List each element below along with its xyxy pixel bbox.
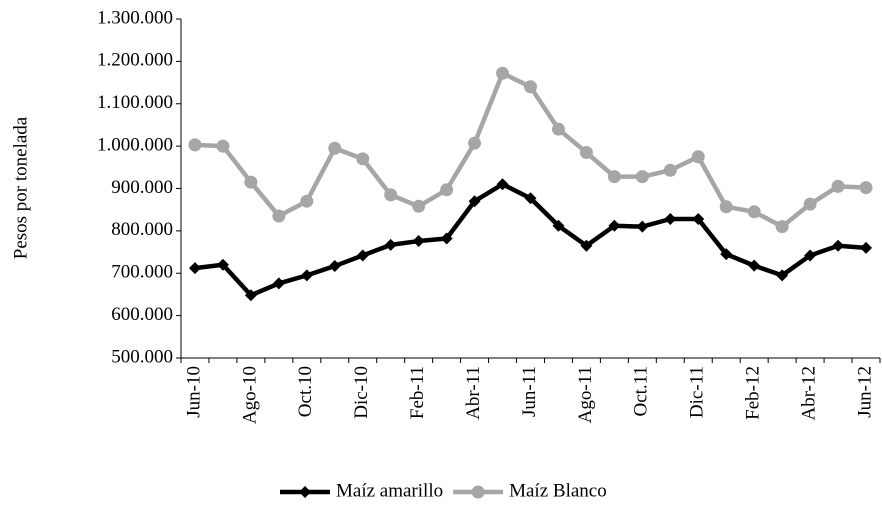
y-tick-label: 700.000: [111, 262, 173, 283]
x-tick-label: Feb-11: [407, 366, 428, 419]
data-point: [272, 209, 286, 223]
data-point: [608, 219, 621, 232]
data-point: [300, 194, 314, 208]
x-tick-label: Abr-11: [463, 366, 484, 420]
data-point: [188, 262, 201, 275]
data-point: [356, 152, 370, 166]
y-tick-label: 600.000: [111, 304, 173, 325]
data-point: [524, 192, 537, 205]
x-tick-label: Dic-10: [351, 366, 372, 419]
data-point: [664, 213, 677, 226]
data-point: [859, 181, 873, 195]
data-point: [663, 163, 677, 177]
data-point: [412, 199, 426, 213]
data-point: [496, 66, 510, 80]
data-point: [216, 139, 230, 153]
data-point: [524, 80, 537, 94]
legend-marker: [299, 486, 311, 498]
data-point: [748, 259, 761, 272]
data-point: [412, 235, 425, 248]
x-tick-label: Ago-11: [575, 366, 596, 423]
x-tick-label: Jun-10: [183, 366, 204, 418]
y-tick-label: 1.000.000: [97, 134, 173, 155]
data-point: [636, 220, 649, 233]
data-point: [747, 205, 761, 219]
data-point: [216, 258, 229, 271]
data-point: [860, 241, 873, 254]
data-point: [272, 277, 285, 290]
data-point: [244, 175, 258, 189]
y-axis-label: Pesos por tonelada: [10, 116, 31, 259]
x-tick-label: Jun-11: [519, 366, 540, 417]
x-tick-label: Dic-11: [687, 366, 708, 418]
x-tick-label: Feb-12: [743, 366, 764, 420]
data-point: [328, 141, 342, 155]
y-tick-label: 500.000: [111, 346, 173, 367]
data-point: [328, 260, 341, 273]
y-tick-label: 1.300.000: [97, 7, 173, 28]
y-tick-label: 900.000: [111, 177, 173, 198]
data-point: [691, 150, 705, 164]
x-tick-label: Oct.11: [631, 366, 652, 416]
data-point: [300, 269, 313, 282]
data-point: [384, 238, 397, 251]
data-point: [356, 249, 369, 262]
legend-label: Maíz Blanco: [509, 480, 607, 501]
data-point: [635, 170, 649, 184]
data-point: [244, 289, 257, 302]
data-point: [579, 145, 593, 159]
data-point: [188, 138, 202, 152]
data-point: [440, 183, 454, 197]
x-tick-label: Abr-12: [798, 366, 819, 421]
x-tick-label: Oct.10: [295, 366, 316, 417]
data-point: [440, 232, 453, 245]
data-point: [720, 248, 733, 261]
legend-label: Maíz amarillo: [336, 480, 443, 501]
data-point: [607, 170, 621, 184]
x-tick-label: Jun-12: [854, 366, 875, 418]
data-point: [692, 213, 705, 226]
data-point: [468, 195, 481, 208]
x-tick-label: Ago-10: [239, 366, 260, 424]
data-point: [468, 136, 482, 150]
legend-marker: [471, 485, 485, 499]
data-point: [580, 239, 593, 252]
data-point: [776, 269, 789, 282]
data-point: [804, 249, 817, 262]
data-point: [831, 179, 845, 193]
data-point: [719, 200, 733, 214]
y-tick-label: 1.100.000: [97, 92, 173, 113]
data-point: [775, 220, 789, 234]
data-point: [551, 122, 565, 136]
data-point: [552, 219, 565, 232]
data-point: [832, 239, 845, 252]
data-point: [384, 188, 398, 202]
data-point: [496, 178, 509, 191]
y-tick-label: 1.200.000: [97, 50, 173, 71]
data-point: [803, 197, 817, 211]
y-tick-label: 800.000: [111, 219, 173, 240]
